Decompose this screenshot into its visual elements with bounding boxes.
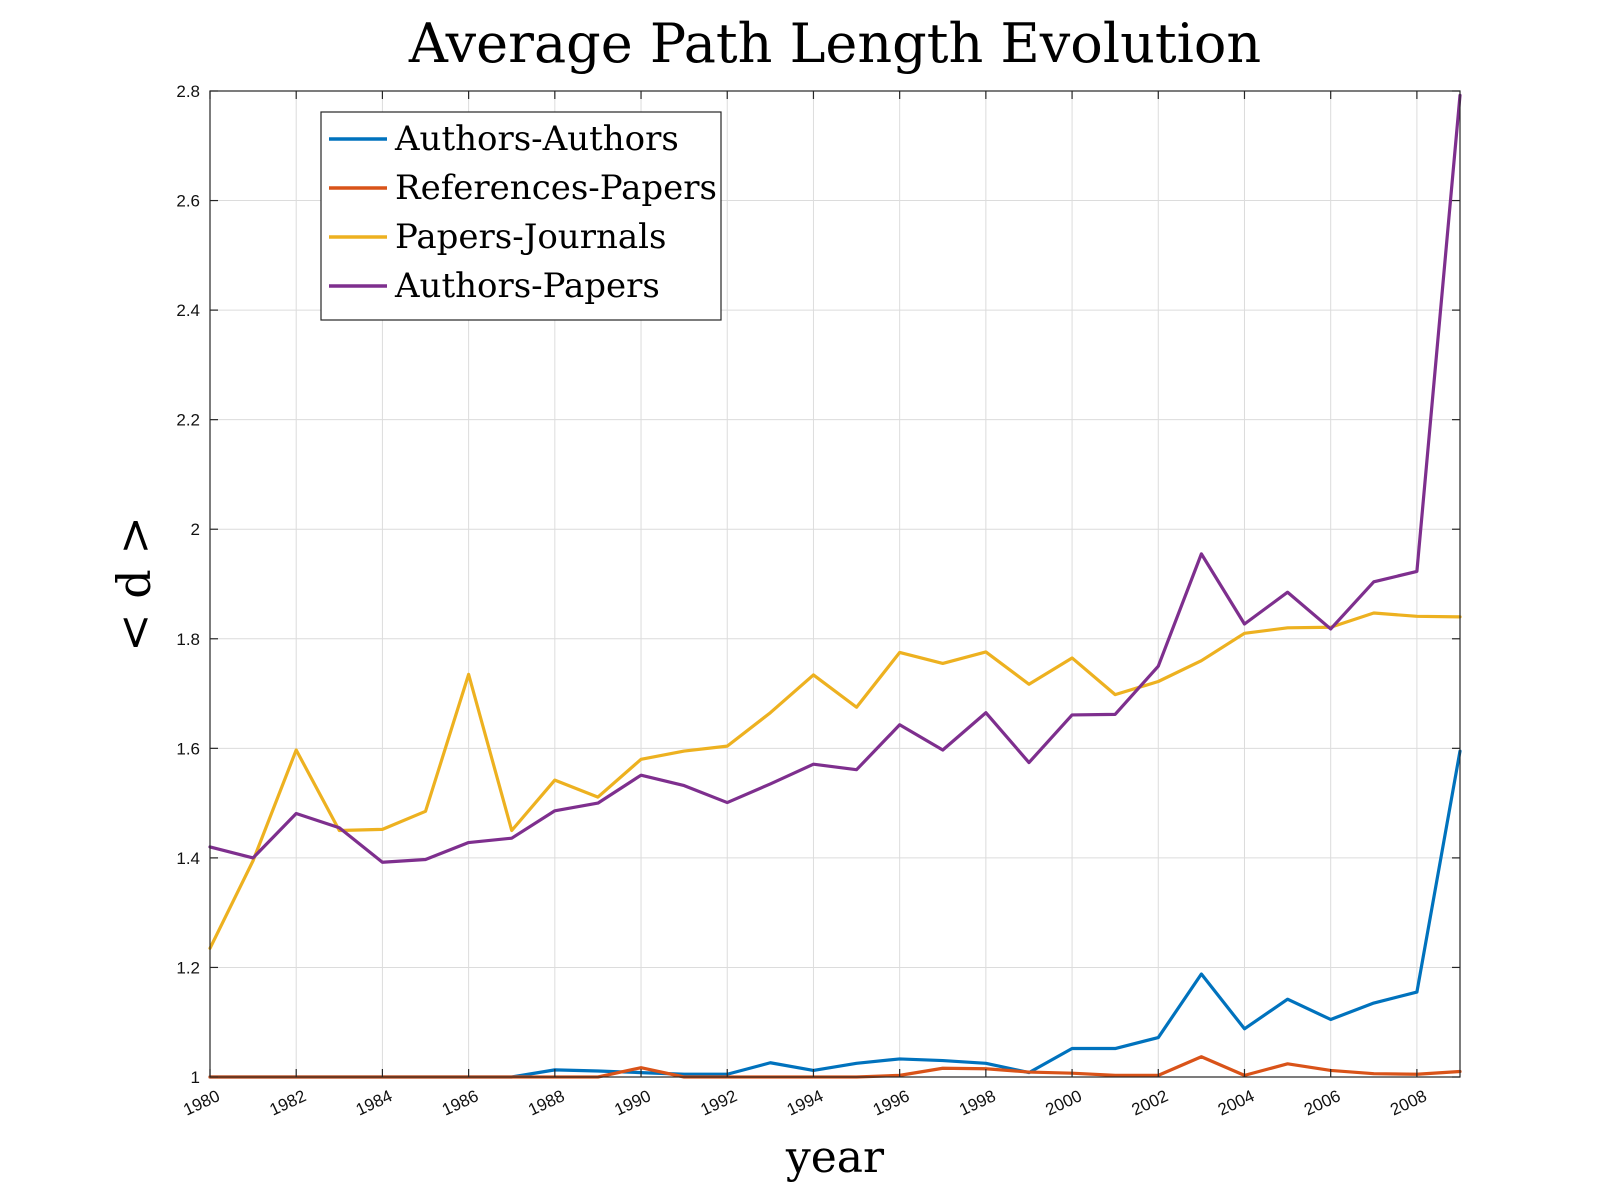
x-tick-label: 1994 bbox=[784, 1086, 826, 1119]
x-tick-label: 1982 bbox=[267, 1086, 309, 1119]
x-tick-label: 2002 bbox=[1129, 1086, 1171, 1119]
legend-box bbox=[320, 111, 722, 321]
y-tick-label: 1.2 bbox=[176, 958, 200, 977]
x-tick-label: 1988 bbox=[525, 1086, 567, 1119]
y-tick-label: 2 bbox=[191, 520, 200, 539]
x-tick-label: 1984 bbox=[353, 1086, 395, 1119]
y-tick-label: 1.6 bbox=[176, 739, 200, 758]
x-tick-label: 1990 bbox=[611, 1086, 653, 1119]
legend-entry-label: Authors-Authors bbox=[394, 119, 679, 159]
legend-entry-label: References-Papers bbox=[395, 168, 717, 208]
x-tick-label: 2006 bbox=[1301, 1086, 1343, 1119]
y-tick-label: 2.8 bbox=[176, 82, 200, 101]
y-tick-label: 1.4 bbox=[176, 849, 200, 868]
x-tick-label: 1998 bbox=[956, 1086, 998, 1119]
x-tick-label: 1986 bbox=[439, 1086, 481, 1119]
x-tick-label: 2004 bbox=[1215, 1086, 1257, 1119]
series-line-authors-papers bbox=[208, 93, 1462, 864]
y-axis-label: < d > bbox=[107, 516, 161, 652]
legend-entry-label: Authors-Papers bbox=[394, 266, 660, 306]
legend-entry-label: Papers-Journals bbox=[395, 217, 666, 257]
y-tick-label: 1 bbox=[191, 1068, 200, 1087]
x-tick-label: 2000 bbox=[1043, 1086, 1085, 1119]
x-tick-label: 2008 bbox=[1387, 1086, 1429, 1119]
y-tick-label: 2.4 bbox=[176, 301, 200, 320]
plot-area-frame bbox=[209, 90, 1461, 1078]
series-line-papers-journals bbox=[208, 611, 1462, 950]
x-tick-label: 1992 bbox=[698, 1086, 740, 1119]
x-axis-label: year bbox=[785, 1132, 885, 1183]
legend: Authors-Authors References-Papers Papers-J… bbox=[320, 111, 722, 321]
chart-title: Average Path Length Evolution bbox=[408, 12, 1261, 75]
x-tick-label: 1980 bbox=[180, 1086, 222, 1119]
x-tick-label: 1996 bbox=[870, 1086, 912, 1119]
series-line-authors-authors bbox=[208, 749, 1462, 1079]
y-tick-label: 1.8 bbox=[176, 630, 200, 649]
y-tick-label: 2.2 bbox=[176, 411, 200, 430]
y-tick-label: 2.6 bbox=[176, 192, 200, 211]
